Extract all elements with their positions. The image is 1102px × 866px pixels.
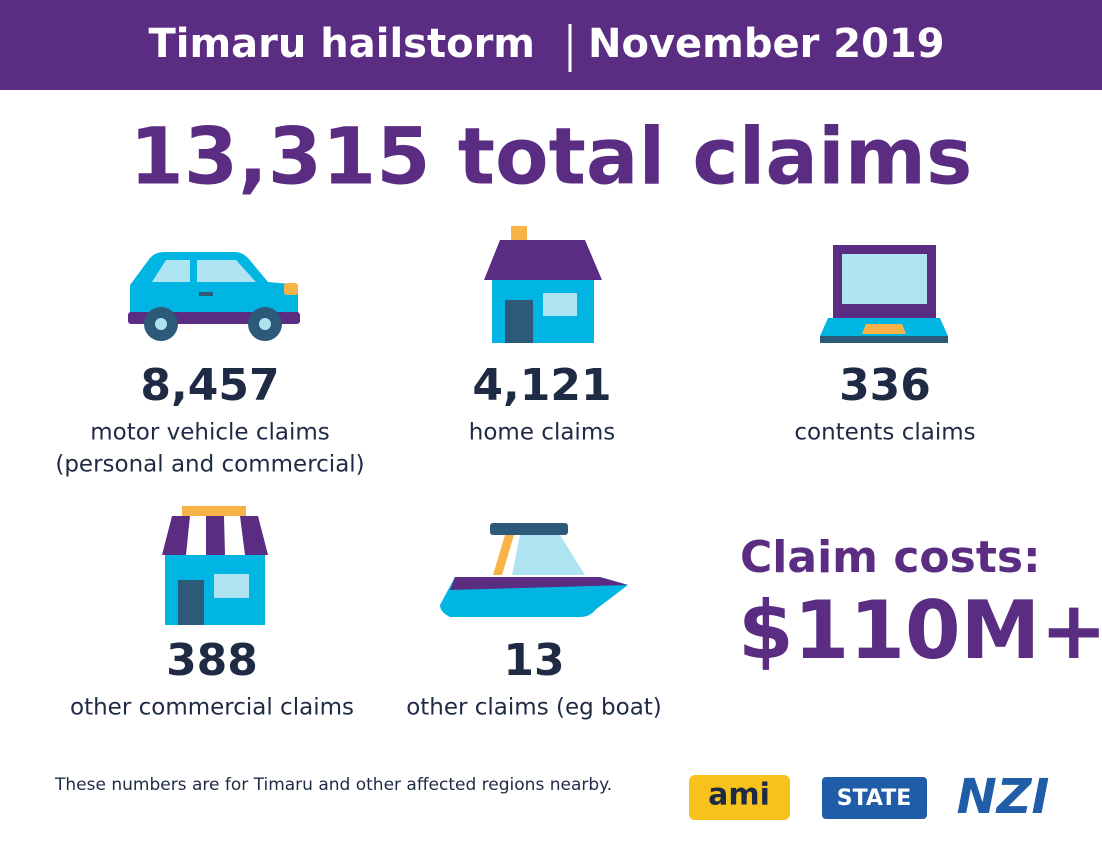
state-text: STATE xyxy=(837,786,912,811)
claim-number: 388 xyxy=(166,635,258,686)
costs-label: Claim costs: xyxy=(740,532,1041,583)
claim-label: home claims xyxy=(469,420,615,446)
claim-number: 8,457 xyxy=(140,360,279,411)
boat-icon xyxy=(440,523,628,617)
title-right: November 2019 xyxy=(588,21,945,67)
claim-label: motor vehicle claims xyxy=(90,420,329,446)
total-claims: 13,315 total claims xyxy=(130,112,973,202)
laptop-icon xyxy=(820,245,948,343)
title-left: Timaru hailstorm xyxy=(148,21,535,67)
ami-text: ami xyxy=(708,778,770,813)
claim-label: other commercial claims xyxy=(70,695,354,721)
claim-number: 336 xyxy=(839,360,931,411)
house-icon xyxy=(484,226,602,343)
state-logo xyxy=(822,777,927,819)
shop-icon xyxy=(162,506,268,625)
costs-value: $110M+ xyxy=(738,584,1102,677)
ami-logo xyxy=(689,775,790,820)
footnote: These numbers are for Timaru and other a… xyxy=(54,775,612,795)
claim-label: other claims (eg boat) xyxy=(406,695,662,721)
nzi-text: NZI xyxy=(957,769,1050,825)
claim-label: contents claims xyxy=(794,420,975,446)
car-icon xyxy=(128,252,300,341)
header-bar xyxy=(0,0,1102,90)
claim-label: (personal and commercial) xyxy=(55,452,364,478)
claim-number: 4,121 xyxy=(472,360,611,411)
claim-number: 13 xyxy=(503,635,564,686)
claim-items: 8,457 motor vehicle claims (personal and c… xyxy=(55,360,975,721)
